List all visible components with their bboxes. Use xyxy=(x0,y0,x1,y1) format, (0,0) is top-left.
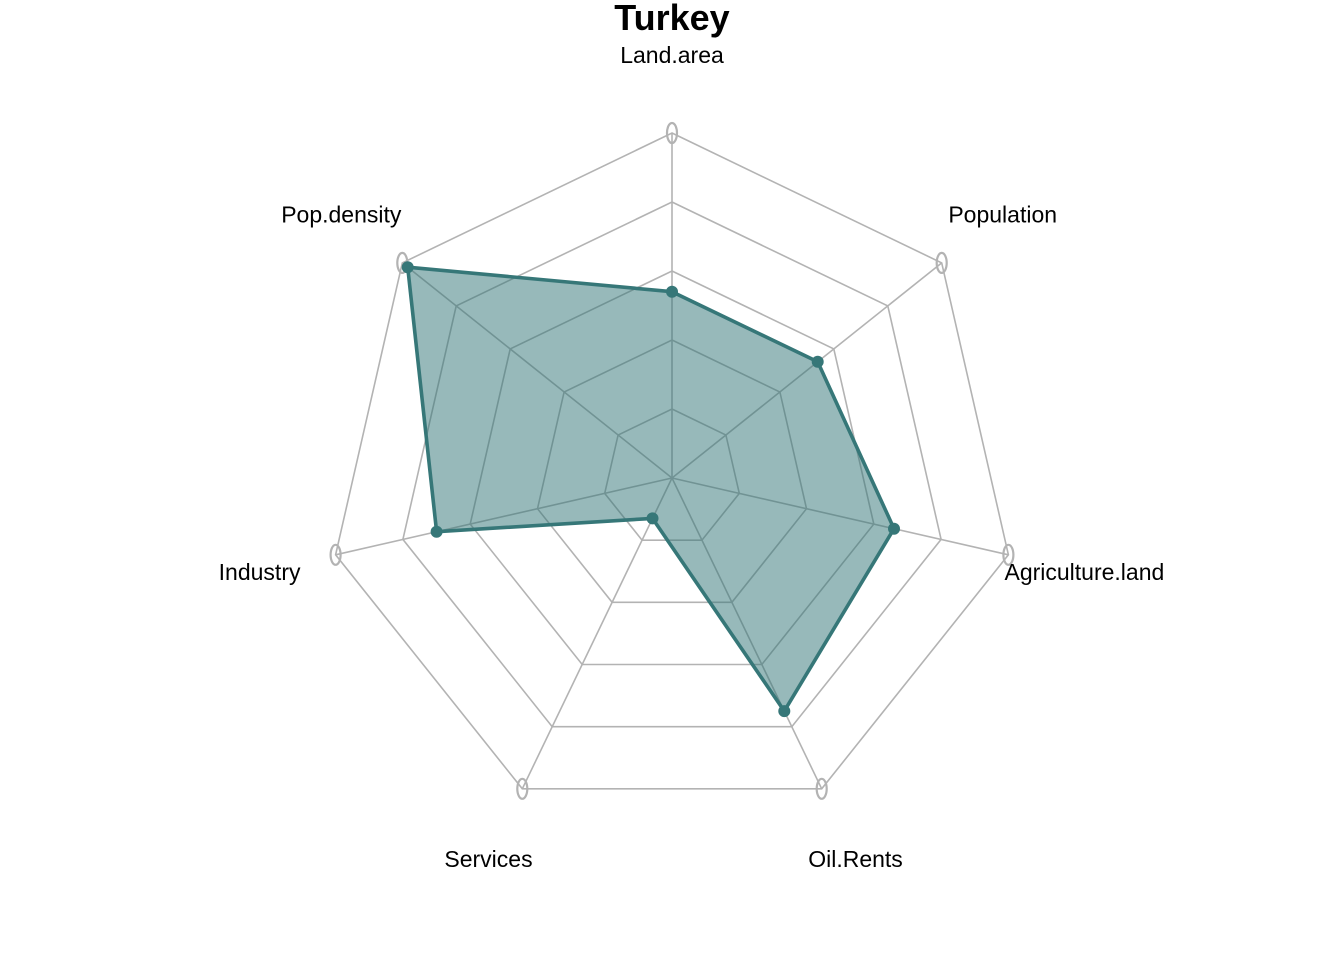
data-point xyxy=(778,705,791,718)
axis-label: Oil.Rents xyxy=(808,846,903,872)
radar-series xyxy=(401,261,900,718)
axis-end-marker xyxy=(665,121,679,145)
data-point xyxy=(666,285,678,298)
series-area xyxy=(405,265,896,713)
axis-end-marker xyxy=(935,251,948,274)
axis-end-marker xyxy=(329,543,342,566)
axis-end-marker xyxy=(1002,543,1015,566)
axis-label: Industry xyxy=(219,559,301,585)
axis-label: Pop.density xyxy=(281,201,402,227)
data-point xyxy=(430,525,443,538)
axis-label: Agriculture.land xyxy=(1004,559,1164,585)
radar-axis-ticks xyxy=(329,121,1015,800)
chart-title: Turkey xyxy=(614,0,729,38)
axis-label: Services xyxy=(444,846,532,872)
axis-label: Land.area xyxy=(620,42,724,68)
axis-end-marker xyxy=(516,777,529,800)
axis-spoke xyxy=(521,477,673,790)
grid-ring xyxy=(334,132,1010,790)
data-point xyxy=(646,512,659,525)
axis-label: Population xyxy=(948,201,1057,227)
axis-end-marker xyxy=(815,777,828,800)
data-point xyxy=(811,355,824,368)
radar-axis-labels: Land.area Population Agriculture.land Oil.R… xyxy=(219,42,1165,872)
data-point xyxy=(401,261,414,274)
data-point xyxy=(888,522,900,535)
